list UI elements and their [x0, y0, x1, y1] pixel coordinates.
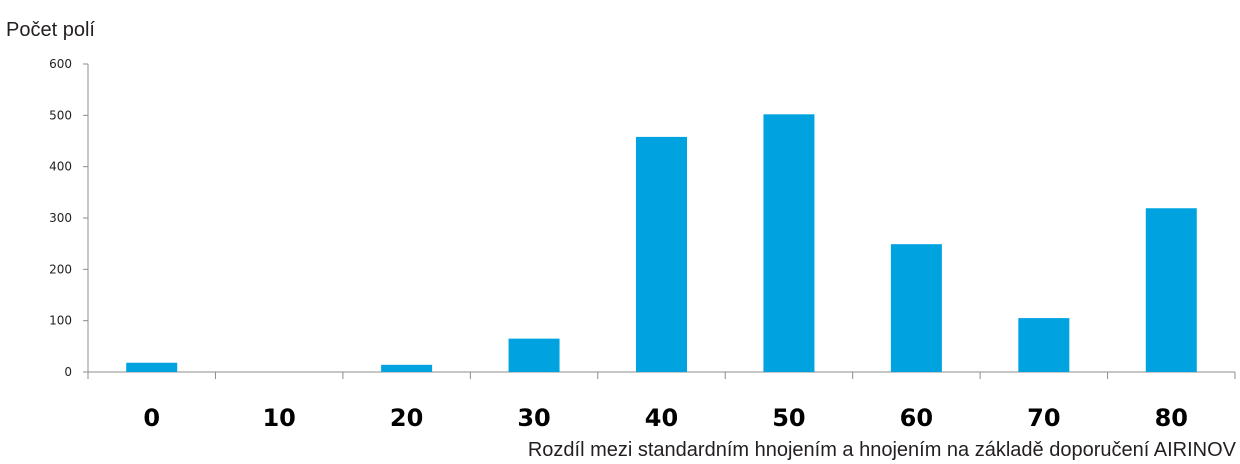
x-tick-label: 10 [262, 404, 295, 432]
bars [126, 114, 1197, 372]
y-axis-title: Počet polí [6, 19, 95, 41]
x-axis: 0 10 20 30 40 50 60 70 80 [143, 404, 1188, 432]
bar [636, 136, 687, 372]
x-tick-label: 80 [1155, 404, 1188, 432]
x-axis-tick-marks [87, 372, 1236, 379]
y-tick-label: 400 [49, 160, 72, 174]
y-tick-label: 100 [49, 314, 72, 328]
y-axis: 0 100 200 300 400 500 600 [49, 57, 88, 379]
bar [508, 338, 560, 372]
x-tick-label: 20 [390, 404, 423, 432]
x-tick-label: 50 [772, 404, 805, 432]
bar [1018, 318, 1070, 372]
x-axis-title: Rozdíl mezi standardním hnojením a hnoje… [528, 439, 1237, 461]
x-tick-label: 0 [143, 404, 160, 432]
y-tick-label: 500 [49, 108, 72, 122]
bar [126, 362, 178, 372]
y-tick-label: 600 [49, 57, 72, 71]
x-tick-label: 70 [1027, 404, 1060, 432]
y-tick-label: 300 [49, 211, 72, 225]
bar [1145, 208, 1197, 372]
x-tick-label: 30 [517, 404, 550, 432]
x-tick-label: 40 [645, 404, 678, 432]
bar [763, 114, 815, 372]
x-tick-label: 60 [900, 404, 933, 432]
bar [890, 244, 942, 372]
y-tick-label: 200 [49, 262, 72, 276]
bar [381, 364, 433, 372]
y-tick-label: 0 [64, 365, 72, 379]
